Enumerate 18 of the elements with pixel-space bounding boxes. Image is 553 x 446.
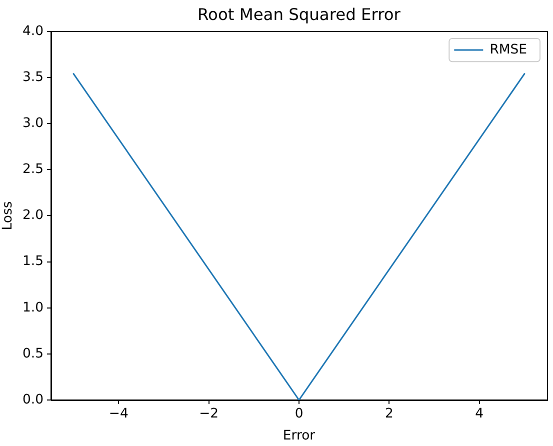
x-tick-label: 0	[294, 406, 304, 422]
y-tick-label: 3.5	[22, 70, 44, 85]
y-tick-label: 2.0	[22, 208, 44, 224]
y-tick-label: 0.0	[22, 392, 44, 408]
y-axis-title: Loss	[0, 201, 16, 230]
y-tick-label: 2.5	[22, 162, 44, 178]
x-tick-label: −4	[108, 406, 128, 422]
x-tick-label: 4	[475, 406, 484, 422]
x-tick-label: 2	[384, 406, 394, 422]
legend-label: RMSE	[490, 42, 528, 58]
y-tick-label: 0.5	[22, 346, 44, 362]
x-axis-title: Error	[282, 428, 316, 444]
y-tick-label: 4.0	[22, 24, 44, 39]
y-tick-label: 3.0	[22, 116, 44, 132]
chart-title: Root Mean Squared Error	[198, 4, 401, 24]
x-tick-label: −2	[199, 406, 219, 422]
y-tick-label: 1.5	[22, 254, 44, 270]
y-tick-label: 1.0	[22, 300, 44, 316]
